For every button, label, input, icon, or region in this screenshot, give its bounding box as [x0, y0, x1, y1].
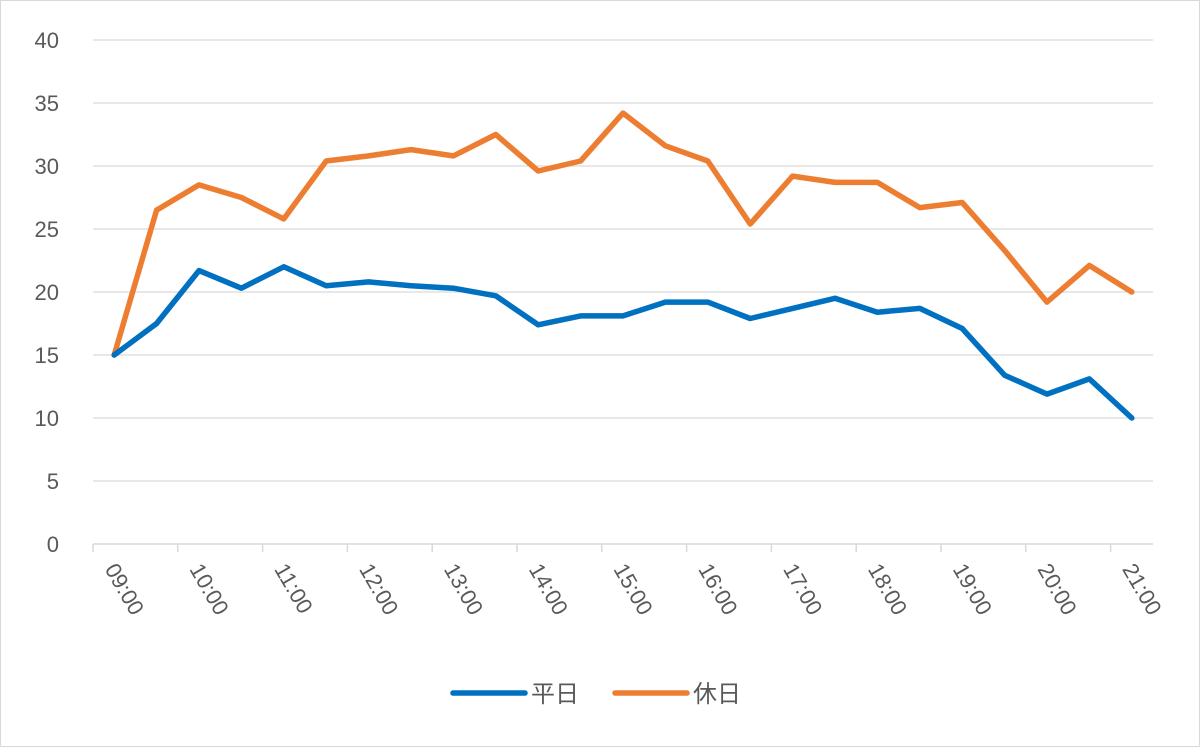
- y-tick-label: 35: [35, 91, 59, 116]
- y-tick-label: 10: [35, 406, 59, 431]
- x-tick-label: 09:00: [100, 559, 149, 619]
- x-tick-label: 15:00: [609, 559, 658, 619]
- legend-label-1: 休日: [693, 681, 741, 708]
- y-tick-label: 5: [47, 469, 59, 494]
- x-tick-labels: 09:00 10:00 11:00 12:00 13:00 14:00 15:00 16:00…: [100, 559, 1167, 619]
- gridlines: [93, 39, 1153, 482]
- x-tick-label: 21:00: [1117, 559, 1166, 619]
- series-line-0: [111, 264, 1135, 421]
- legend-label-0: 平日: [531, 681, 579, 708]
- y-tick-label: 0: [47, 532, 59, 557]
- x-tick-label: 10:00: [185, 559, 234, 619]
- x-axis: [92, 543, 1153, 552]
- y-tick-label: 40: [35, 28, 59, 53]
- x-tick-label: 14:00: [524, 559, 573, 619]
- x-tick-label: 17:00: [778, 559, 827, 619]
- y-tick-label: 30: [35, 154, 59, 179]
- y-tick-label: 20: [35, 280, 59, 305]
- x-tick-label: 11:00: [269, 559, 317, 618]
- y-tick-label: 25: [35, 217, 59, 242]
- y-tick-labels: 0 5 10 15 20 25 30 35 40: [35, 28, 59, 557]
- legend: 平日 休日: [450, 681, 741, 708]
- series-lines: [111, 110, 1135, 421]
- x-tick-label: 13:00: [439, 559, 488, 619]
- x-tick-label: 18:00: [863, 559, 912, 619]
- x-tick-label: 20:00: [1033, 559, 1082, 619]
- y-tick-label: 15: [35, 343, 59, 368]
- series-line-1: [111, 110, 1135, 358]
- x-tick-label: 19:00: [948, 559, 997, 619]
- x-tick-label: 12:00: [354, 559, 403, 619]
- x-tick-label: 16:00: [693, 559, 742, 619]
